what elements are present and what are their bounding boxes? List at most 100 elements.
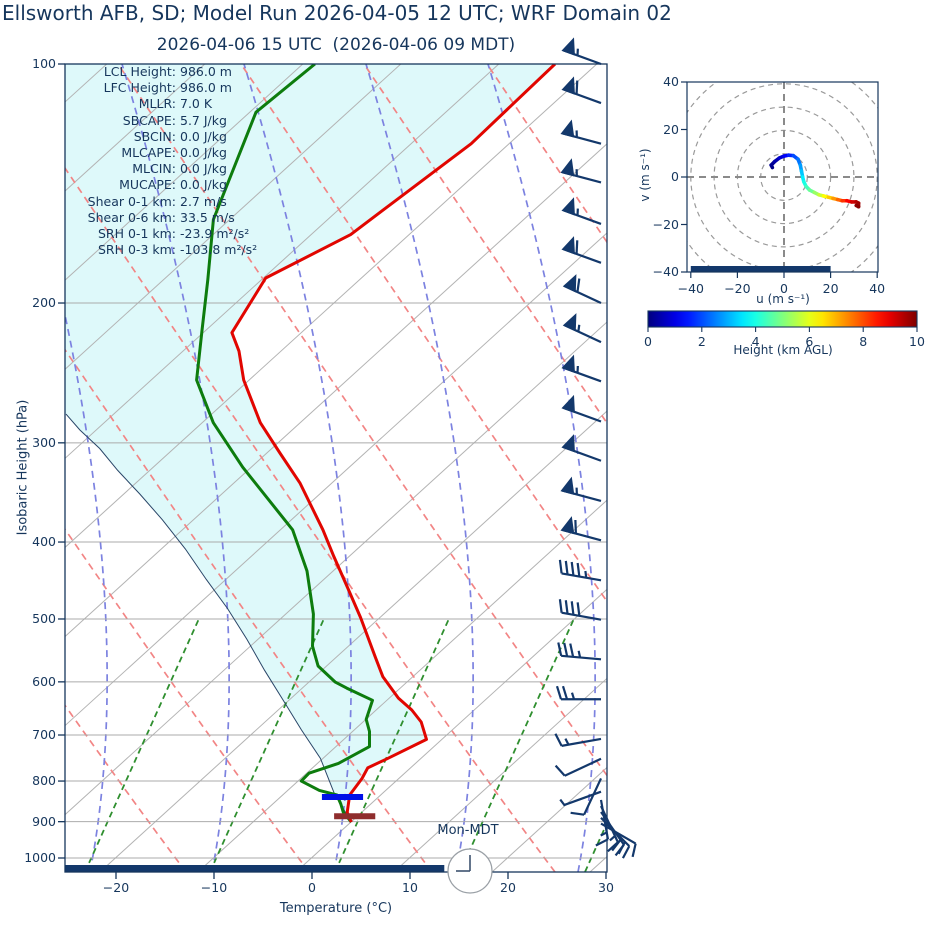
index-row: MUCAPE: 0.0 J/kg [58,177,257,193]
hodograph-u-tick-label: −20 [724,281,751,296]
mixing-ratio-line [710,620,823,872]
hodograph-u-tick-label: 20 [822,281,839,296]
index-value: 0.0 J/kg [180,177,227,193]
index-value: 33.5 m/s [180,209,235,225]
mixing-ratio-line [459,619,575,872]
index-label: MLCIN: [132,161,176,177]
index-value: 986.0 m [180,80,232,96]
dry-adiabat-line [486,64,607,244]
mixing-ratio-line [334,619,450,872]
isotherm-line [99,410,607,872]
hodograph-trace-segment [854,203,861,209]
wind-barb [554,733,602,747]
hodograph-v-tick-label: −40 [652,264,679,279]
page-title: Ellsworth AFB, SD; Model Run 2026-04-05 … [2,1,672,25]
wind-barb [600,822,637,858]
hodograph-v-tick-label: 0 [671,169,679,184]
isotherm-line [295,588,607,872]
isotherm-line [0,64,9,872]
wind-barb [562,313,602,344]
dry-adiabat-line [65,527,310,872]
wind-barb [557,642,602,661]
isotherm-line [393,677,607,872]
index-label: MLCAPE: [121,145,176,161]
wind-barb [561,354,602,383]
index-row: Shear 0-1 km: 2.7 m/s [58,194,257,210]
pressure-tick-label: 700 [32,727,56,742]
hodograph-v-tick-label: 40 [663,74,679,89]
wind-barb [560,476,602,502]
isotherm-line [197,499,607,872]
moist-adiabat-line [243,64,352,872]
wind-barb [561,434,602,462]
hodograph-u-tick-label: 40 [869,281,886,296]
temperature-tick-label: 10 [402,880,418,895]
wind-barb [559,790,602,807]
pressure-tick-label: 300 [32,434,56,450]
hodograph-u-tick-label: −40 [677,281,704,296]
hodograph-v-tick-label: −20 [652,216,679,232]
pressure-axis-label: Isobaric Height (hPa) [15,399,31,536]
wind-barb [560,119,602,145]
pressure-tick-label: 100 [32,56,56,71]
dry-adiabat-line [240,64,607,603]
colorbar-tick-label: 6 [805,334,814,349]
index-label: SBCIN: [133,128,176,144]
pressure-tick-label: 1000 [24,850,56,865]
mixing-ratio-line [209,619,325,872]
index-value: 5.7 J/kg [180,112,227,128]
wind-barb [554,757,602,777]
index-label: Shear 0-6 km: [87,209,176,225]
isotherm-line [65,64,500,460]
pressure-tick-label: 600 [32,673,56,689]
colorbar-tick-label: 2 [697,334,706,349]
isotherm-line [65,143,607,638]
pressure-tick-label: 900 [32,813,56,829]
wind-barb [555,685,601,701]
index-label: LCL Height: [103,64,176,79]
isotherm-line [65,64,304,281]
temperature-tick-label: 30 [598,880,614,895]
index-label: MUCAPE: [119,177,176,193]
index-value: 7.0 K [180,96,213,112]
moist-adiabat-line [365,64,474,872]
moist-adiabat-line [487,64,596,872]
index-row: LCL Height: 986.0 m [58,64,257,80]
isotherm-line [65,64,598,549]
hodograph-u-tick-label: 0 [780,281,788,296]
pressure-tick-label: 200 [32,295,56,311]
hodograph-inset [681,81,879,278]
index-value: 0.0 J/kg [180,145,227,161]
wind-barb [570,777,602,816]
index-value: 986.0 m [180,64,232,79]
dewpoint-profile-line [195,64,374,824]
index-row: SBCAPE: 5.7 J/kg [58,113,257,129]
sounding-indices-panel: LCL Height: 986.0 m LFC Height: 986.0 m MLLR… [58,64,258,258]
pressure-tick-label: 400 [32,534,56,550]
dry-adiabat-line [65,348,433,872]
temperature-tick-label: −10 [200,880,228,895]
isotherm-line [491,766,607,872]
index-row: LFC Height: 986.0 m [58,80,257,96]
moist-adiabat-line [121,64,230,872]
hodograph-u-axis-label: u (m s⁻¹) [756,292,810,306]
temperature-profile-line [230,64,557,823]
colorbar-tick-label: 0 [644,334,652,349]
valid-time-subtitle: 2026-04-06 15 UTC (2026-04-06 09 MDT) [156,35,516,55]
index-value: 0.0 J/kg [180,128,227,144]
pressure-tick-label: 800 [32,773,56,789]
hodograph-v-tick-label: 20 [663,121,679,137]
temperature-tick-label: 0 [308,880,316,895]
wind-barb [561,394,602,423]
isotherm-line [65,321,607,816]
index-label: Shear 0-1 km: [87,193,176,209]
index-row: SBCIN: 0.0 J/kg [58,129,257,145]
index-row: MLLR: 7.0 K [58,96,257,112]
skewt-frame [64,63,608,873]
mixing-ratio-line [84,619,200,872]
index-label: SRH 0-3 km: [97,242,176,258]
index-row: SRH 0-3 km: -103.8 m²/s² [58,242,257,258]
colorbar-tick-label: 10 [909,334,925,349]
isotherm-line [65,64,402,370]
